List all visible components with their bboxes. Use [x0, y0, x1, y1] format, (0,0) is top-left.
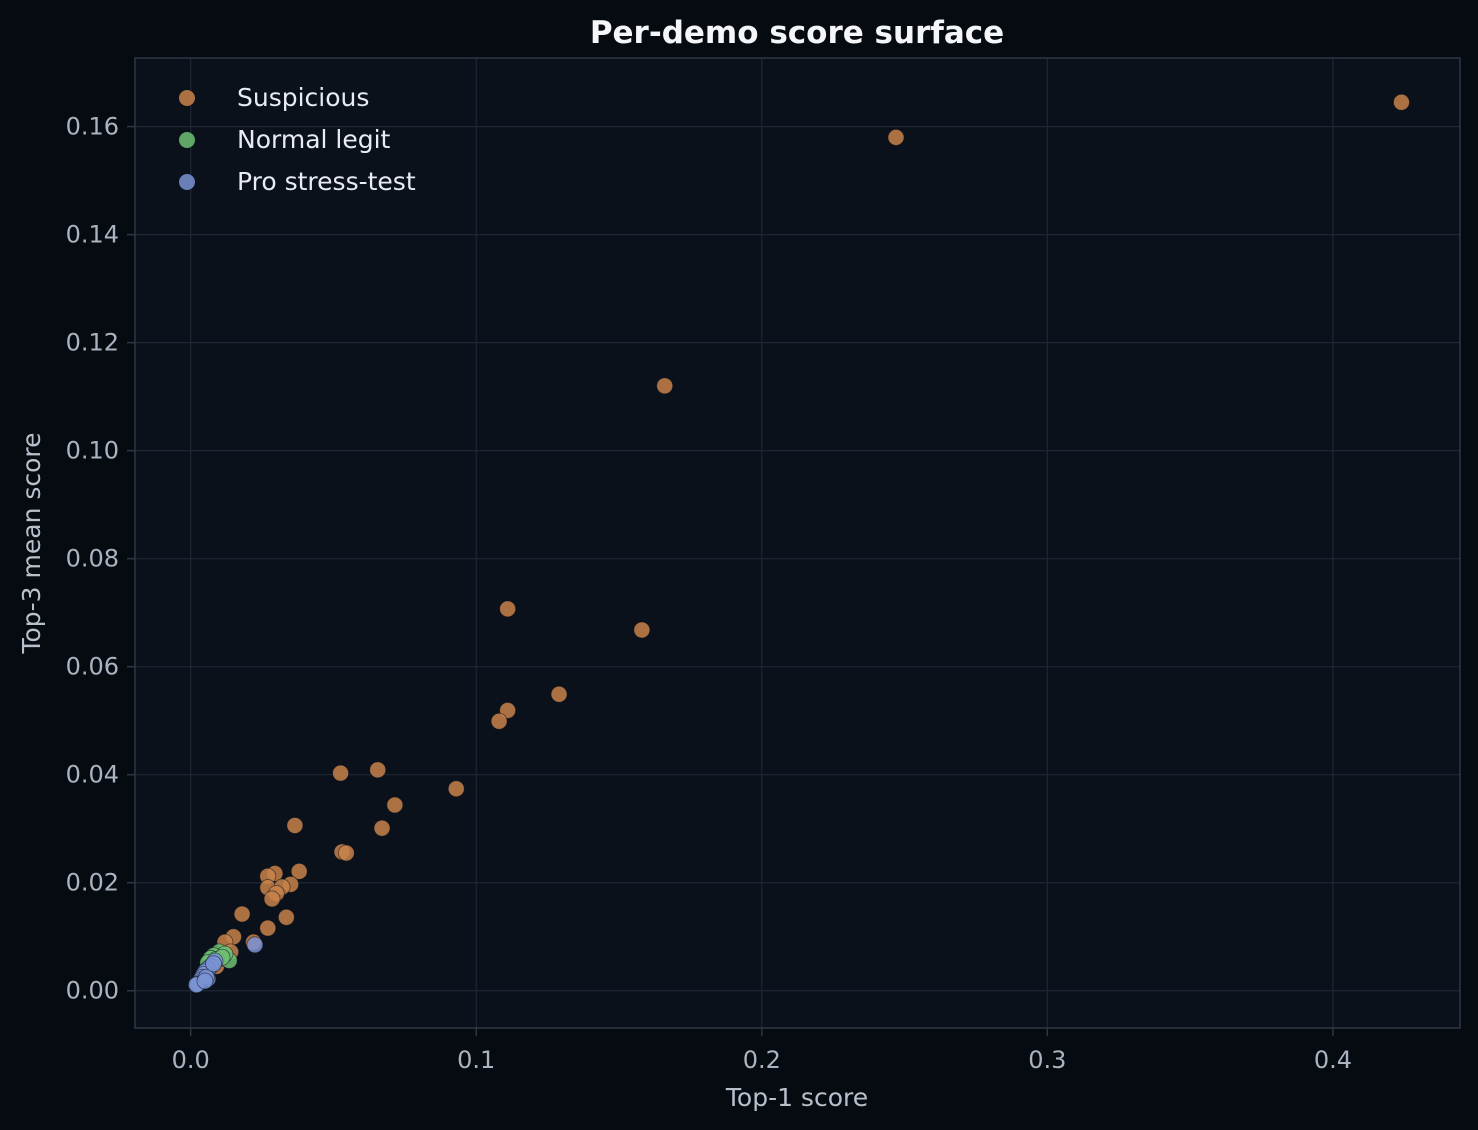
data-point	[373, 819, 391, 837]
x-tick-label: 0.4	[1314, 1046, 1352, 1074]
x-tick-label: 0.3	[1028, 1046, 1066, 1074]
data-point	[1393, 93, 1410, 111]
data-point	[290, 862, 308, 880]
y-tick-label: 0.00	[66, 977, 119, 1005]
x-tick-label: 0.2	[743, 1046, 781, 1074]
data-point	[499, 600, 517, 618]
y-tick-label: 0.12	[66, 329, 119, 357]
y-tick-label: 0.14	[66, 221, 119, 249]
data-point	[277, 908, 295, 926]
series-pro-stress-test	[187, 936, 264, 994]
data-point	[259, 919, 277, 937]
legend: Suspicious Normal legit Pro stress-test	[179, 83, 416, 196]
y-axis-label: Top-3 mean score	[17, 432, 46, 654]
y-tick-label: 0.02	[66, 869, 119, 897]
chart-title: Per-demo score surface	[590, 15, 1004, 51]
data-point	[263, 890, 281, 908]
plot-area	[135, 58, 1460, 1028]
data-point	[386, 796, 404, 814]
legend-label: Suspicious	[237, 83, 369, 112]
data-point	[286, 817, 304, 834]
data-point	[233, 905, 251, 923]
data-point	[246, 936, 264, 954]
grid	[135, 58, 1460, 1028]
data-point	[337, 844, 355, 862]
y-tick-label: 0.04	[66, 761, 119, 789]
data-point	[550, 685, 568, 703]
y-tick-label: 0.08	[66, 545, 119, 573]
y-tick-label: 0.10	[66, 437, 119, 465]
legend-marker	[179, 174, 195, 190]
x-tick-label: 0.0	[172, 1046, 210, 1074]
x-axis-ticks: 0.0 0.1 0.2 0.3 0.4	[172, 1028, 1352, 1074]
data-point	[656, 377, 674, 395]
legend-marker	[179, 132, 195, 148]
data-point	[447, 780, 465, 798]
legend-label: Normal legit	[237, 125, 391, 154]
y-tick-label: 0.06	[66, 653, 119, 681]
data-point	[369, 761, 387, 779]
x-tick-label: 0.1	[457, 1046, 495, 1074]
y-tick-label: 0.16	[66, 113, 119, 141]
data-point	[196, 972, 214, 990]
plot-frame	[134, 57, 1461, 1029]
data-point	[490, 712, 508, 730]
data-point	[887, 128, 905, 146]
y-axis-ticks: 0.00 0.02 0.04 0.06 0.08 0.10 0.12 0.14 0.16	[66, 113, 135, 1005]
data-point	[332, 764, 350, 782]
x-axis-label: Top-1 score	[725, 1083, 868, 1112]
data-point	[205, 955, 222, 973]
legend-label: Pro stress-test	[237, 167, 416, 196]
data-point	[633, 621, 651, 639]
legend-marker	[179, 90, 195, 106]
